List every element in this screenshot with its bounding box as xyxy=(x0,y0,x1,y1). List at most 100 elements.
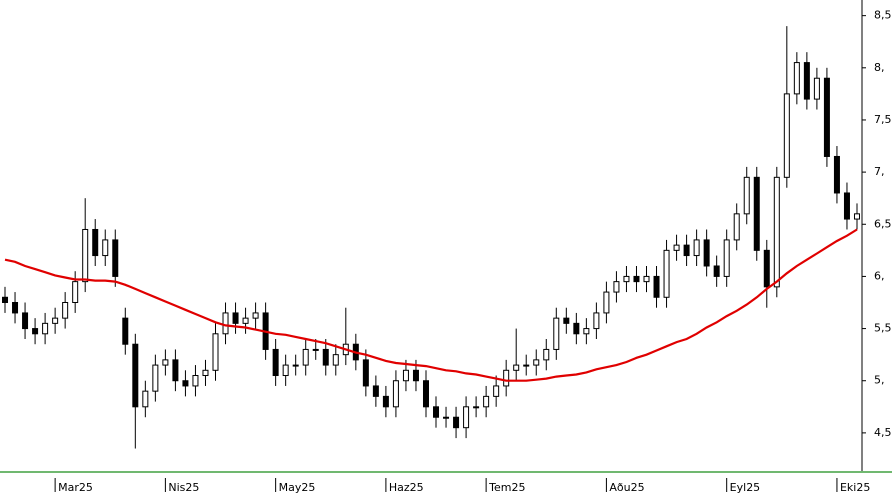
candle-body xyxy=(443,416,450,419)
x-tick-label: Tem25 xyxy=(488,481,525,494)
candle-body xyxy=(603,291,610,314)
candle-body xyxy=(713,265,720,277)
candle-body xyxy=(583,328,590,335)
candle-body xyxy=(252,312,259,319)
candle-body xyxy=(162,359,169,366)
y-tick-label: 6,5 xyxy=(874,217,892,230)
candle-body xyxy=(793,62,800,95)
candle-body xyxy=(392,380,399,408)
candle-body xyxy=(42,322,49,335)
candle-body xyxy=(52,317,59,324)
candle-body xyxy=(152,364,159,392)
candle-body xyxy=(282,364,289,377)
candle-body xyxy=(2,296,9,303)
candle-body xyxy=(643,275,650,283)
candle-body xyxy=(302,348,309,366)
candle-body xyxy=(573,322,580,335)
candle-body xyxy=(422,380,429,408)
candle-body xyxy=(663,249,670,298)
candle-body xyxy=(833,155,840,194)
y-tick-label: 6, xyxy=(874,269,885,282)
candle-body xyxy=(112,239,119,277)
candle-body xyxy=(703,239,710,267)
x-tick-label: Eyl25 xyxy=(730,481,761,494)
candle-body xyxy=(332,354,339,366)
x-tick-label: Haz25 xyxy=(389,481,424,494)
x-tick-label: May25 xyxy=(279,481,316,494)
candle-body xyxy=(463,406,470,429)
candle-body xyxy=(803,62,810,100)
candle-body xyxy=(733,213,740,241)
candle-body xyxy=(192,375,199,387)
candle-body xyxy=(142,390,149,408)
candle-body xyxy=(553,317,560,350)
candle-body xyxy=(402,369,409,382)
candle-body xyxy=(613,281,620,293)
candle-body xyxy=(433,406,440,418)
candle-body xyxy=(533,359,540,366)
candle-body xyxy=(172,359,179,382)
candle-body xyxy=(563,317,570,324)
candle-body xyxy=(783,93,790,178)
candle-body xyxy=(212,333,219,371)
candle-body xyxy=(292,364,299,367)
candle-body xyxy=(412,369,419,382)
candle-body xyxy=(132,343,139,408)
candle-body xyxy=(623,275,630,283)
y-tick-label: 7,5 xyxy=(874,113,892,126)
x-tick-label: Nis25 xyxy=(168,481,199,494)
y-tick-label: 8,5 xyxy=(874,9,892,22)
candle-body xyxy=(503,369,510,387)
candle-body xyxy=(693,239,700,257)
candle-body xyxy=(843,192,850,220)
candle-body xyxy=(513,364,520,371)
y-tick-label: 5, xyxy=(874,374,885,387)
y-tick-label: 4,5 xyxy=(874,426,892,439)
candle-body xyxy=(773,176,780,288)
candle-body xyxy=(523,364,530,367)
candle-body xyxy=(683,244,690,257)
candle-body xyxy=(382,395,389,408)
candle-body xyxy=(743,176,750,215)
candle-body xyxy=(453,416,460,429)
candle-body xyxy=(322,348,329,366)
x-tick-label: Aðu25 xyxy=(609,481,644,494)
candle-body xyxy=(723,239,730,277)
y-tick-label: 8, xyxy=(874,61,885,74)
candle-body xyxy=(182,380,189,387)
candle-body xyxy=(483,395,490,408)
candle-body xyxy=(12,301,19,314)
candle-body xyxy=(242,317,249,324)
candle-body xyxy=(32,328,39,335)
candle-body xyxy=(22,312,29,330)
candle-body xyxy=(122,317,129,345)
candle-body xyxy=(82,228,89,283)
candle-body xyxy=(493,385,500,397)
candle-body xyxy=(272,348,279,377)
candle-body xyxy=(362,359,369,387)
y-tick-label: 7, xyxy=(874,165,885,178)
candle-body xyxy=(673,244,680,251)
candle-body xyxy=(823,77,830,157)
candle-body xyxy=(543,348,550,361)
candle-body xyxy=(102,239,109,257)
candle-body xyxy=(72,281,79,303)
moving-average-line xyxy=(4,228,858,382)
candle-body xyxy=(312,348,319,351)
candle-body xyxy=(653,275,660,298)
candle-body xyxy=(222,312,229,335)
candle-body xyxy=(232,312,239,324)
candle-body xyxy=(813,77,820,100)
candle-body xyxy=(372,385,379,397)
x-tick-label: Mar25 xyxy=(58,481,93,494)
candle-body xyxy=(763,249,770,288)
candle-body xyxy=(202,369,209,377)
candle-body xyxy=(92,228,99,257)
candle-body xyxy=(633,275,640,283)
candle-body xyxy=(853,213,860,220)
candle-body xyxy=(593,312,600,330)
x-tick-label: Eki25 xyxy=(840,481,870,494)
y-tick-label: 5,5 xyxy=(874,322,892,335)
candle-body xyxy=(473,406,480,409)
